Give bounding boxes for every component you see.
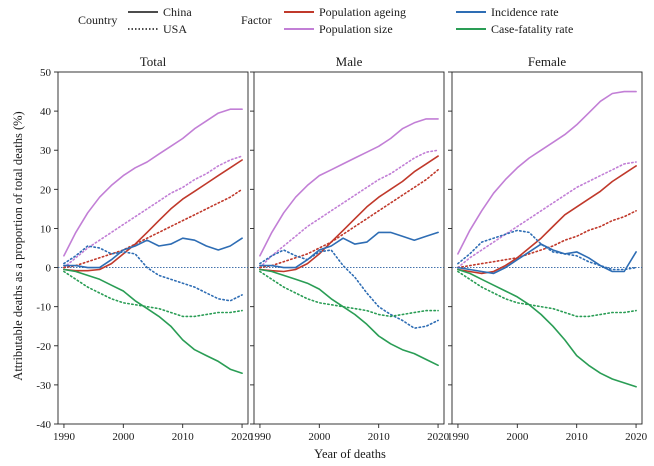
series-total-population-ageing-usa: [63, 188, 243, 269]
y-tick-label-30: 30: [40, 145, 52, 157]
legend: Country China USA Factor Population agei…: [78, 5, 573, 36]
x-tick-label-total-1990: 1990: [53, 431, 76, 443]
series-male-incidence-rate-china: [259, 231, 439, 269]
legend-usa-label: USA: [163, 22, 187, 36]
series-female-case-fatality-rate-china: [457, 268, 637, 388]
series-female-population-size-china: [457, 90, 637, 255]
series-total-population-ageing-china: [63, 159, 243, 272]
series-total-population-size-china: [63, 108, 243, 257]
series-total-case-fatality-rate-china: [63, 268, 243, 375]
series-male-case-fatality-rate-usa: [259, 270, 439, 318]
series-total-case-fatality-rate-usa: [63, 270, 243, 318]
y-tick-label--40: -40: [36, 419, 51, 431]
x-tick-label-male-1990: 1990: [249, 431, 272, 443]
series-male-population-size-china: [259, 118, 439, 257]
x-tick-label-female-2020: 2020: [625, 431, 648, 443]
series-total-incidence-rate-usa: [63, 245, 243, 302]
x-tick-label-total-2000: 2000: [112, 431, 135, 443]
y-tick-label--20: -20: [36, 341, 51, 353]
series-total-incidence-rate-china: [63, 237, 243, 269]
legend-incidence-label: Incidence rate: [491, 5, 559, 19]
y-tick-label-10: 10: [40, 223, 52, 235]
y-tick-label--10: -10: [36, 302, 51, 314]
series-female-population-ageing-china: [457, 165, 637, 275]
panel-title-total: Total: [140, 54, 167, 69]
series-male-population-ageing-china: [259, 155, 439, 273]
panel-female: Female 1990 2000 2010 2020: [447, 54, 648, 443]
panel-total: Total -40 -30 -20 -10 0 10 20 30 40 50 1990 2000 2010…: [36, 54, 253, 443]
x-tick-label-male-2010: 2010: [368, 431, 391, 443]
y-tick-label-40: 40: [40, 106, 52, 118]
series-female-population-ageing-usa: [457, 210, 637, 269]
panel-title-male: Male: [336, 54, 363, 69]
x-tick-label-female-2000: 2000: [506, 431, 529, 443]
x-tick-label-total-2010: 2010: [172, 431, 195, 443]
x-tick-label-male-2000: 2000: [308, 431, 331, 443]
legend-size-label: Population size: [319, 22, 393, 36]
x-tick-label-male-2020: 2020: [427, 431, 450, 443]
series-male-population-size-usa: [259, 149, 439, 269]
legend-ageing-label: Population ageing: [319, 5, 406, 19]
y-tick-label--30: -30: [36, 380, 51, 392]
x-tick-label-female-2010: 2010: [566, 431, 589, 443]
panel-title-female: Female: [528, 54, 566, 69]
series-female-population-size-usa: [457, 161, 637, 269]
series-male-incidence-rate-usa: [259, 249, 439, 330]
panel-frame-total: [57, 71, 249, 425]
panel-frame-male: [253, 71, 445, 425]
series-female-case-fatality-rate-usa: [457, 270, 637, 318]
y-tick-label-20: 20: [40, 184, 52, 196]
panel-male: Male 1990 2000 2010 2020: [249, 54, 450, 443]
series-male-case-fatality-rate-china: [259, 268, 439, 367]
x-tick-label-female-1990: 1990: [447, 431, 470, 443]
panels: Total -40 -30 -20 -10 0 10 20 30 40 50 1990 2000 2010…: [36, 54, 647, 443]
legend-country-title: Country: [78, 13, 117, 27]
legend-fatality-label: Case-fatality rate: [491, 22, 573, 36]
series-female-incidence-rate-usa: [457, 229, 637, 271]
x-axis-title: Year of deaths: [314, 447, 386, 461]
legend-china-label: China: [163, 5, 192, 19]
panel-frame-female: [451, 71, 643, 425]
series-total-population-size-usa: [63, 155, 243, 269]
x-tick-label-total-2020: 2020: [231, 431, 254, 443]
y-tick-label-50: 50: [40, 67, 52, 79]
y-tick-label-0: 0: [46, 263, 52, 275]
y-axis-title: Attributable deaths as a proportion of t…: [11, 111, 25, 380]
legend-factor-title: Factor: [241, 13, 272, 27]
series-male-population-ageing-usa: [259, 169, 439, 269]
